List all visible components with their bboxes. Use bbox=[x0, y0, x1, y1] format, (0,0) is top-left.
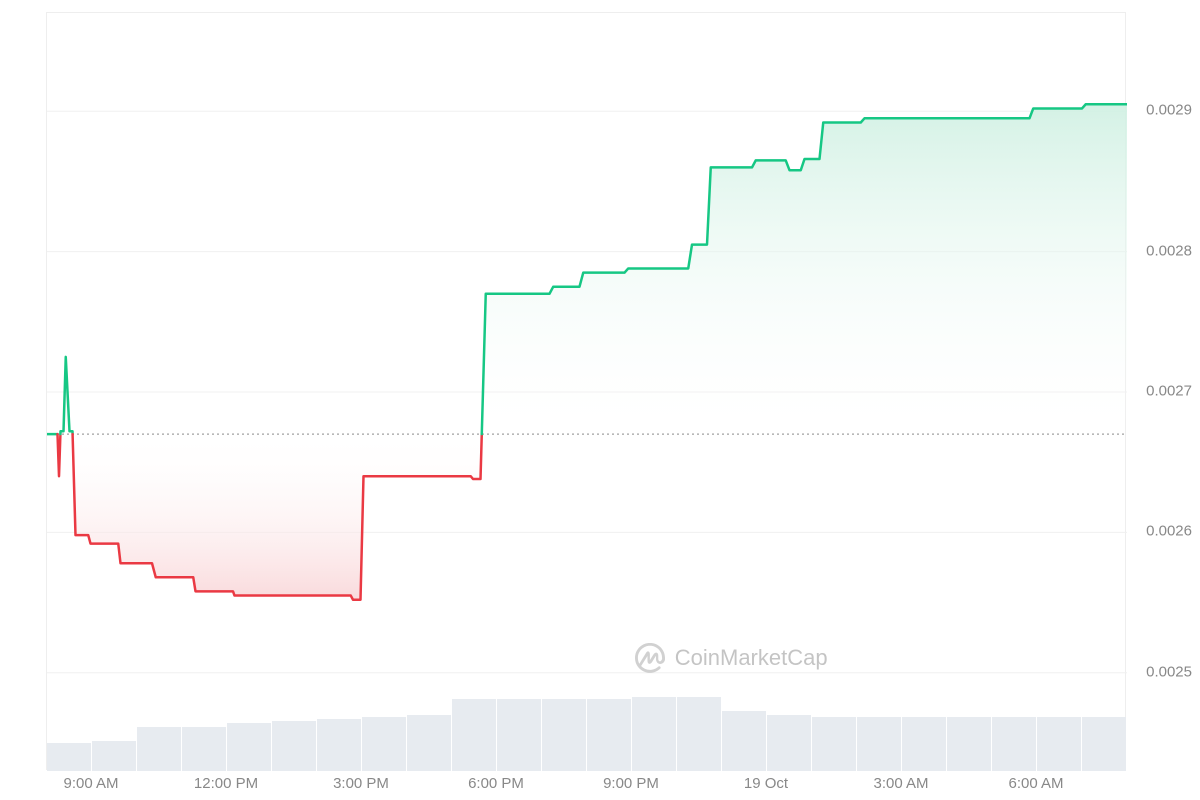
chart-svg bbox=[47, 13, 1127, 771]
y-tick-label: 0.0028 bbox=[1146, 242, 1192, 259]
x-tick-label: 12:00 PM bbox=[194, 775, 258, 792]
x-tick-label: 9:00 PM bbox=[603, 775, 659, 792]
x-tick-label: 6:00 PM bbox=[468, 775, 524, 792]
y-tick-label: 0.0026 bbox=[1146, 523, 1192, 540]
coinmarketcap-watermark: CoinMarketCap bbox=[635, 643, 828, 673]
coinmarketcap-icon bbox=[635, 643, 665, 673]
x-tick-label: 6:00 AM bbox=[1008, 775, 1063, 792]
price-chart bbox=[46, 12, 1126, 770]
x-axis: 9:00 AM 12:00 PM 3:00 PM 6:00 PM 9:00 PM 19 O… bbox=[46, 770, 1126, 800]
y-axis: 0.0025 0.0026 0.0027 0.0028 0.0029 bbox=[1126, 12, 1200, 770]
y-tick-label: 0.0027 bbox=[1146, 383, 1192, 400]
y-tick-label: 0.0029 bbox=[1146, 102, 1192, 119]
x-tick-label: 3:00 PM bbox=[333, 775, 389, 792]
watermark-label: CoinMarketCap bbox=[675, 645, 828, 671]
x-tick-label: 19 Oct bbox=[744, 775, 788, 792]
x-tick-label: 3:00 AM bbox=[873, 775, 928, 792]
x-tick-label: 9:00 AM bbox=[63, 775, 118, 792]
y-tick-label: 0.0025 bbox=[1146, 663, 1192, 680]
